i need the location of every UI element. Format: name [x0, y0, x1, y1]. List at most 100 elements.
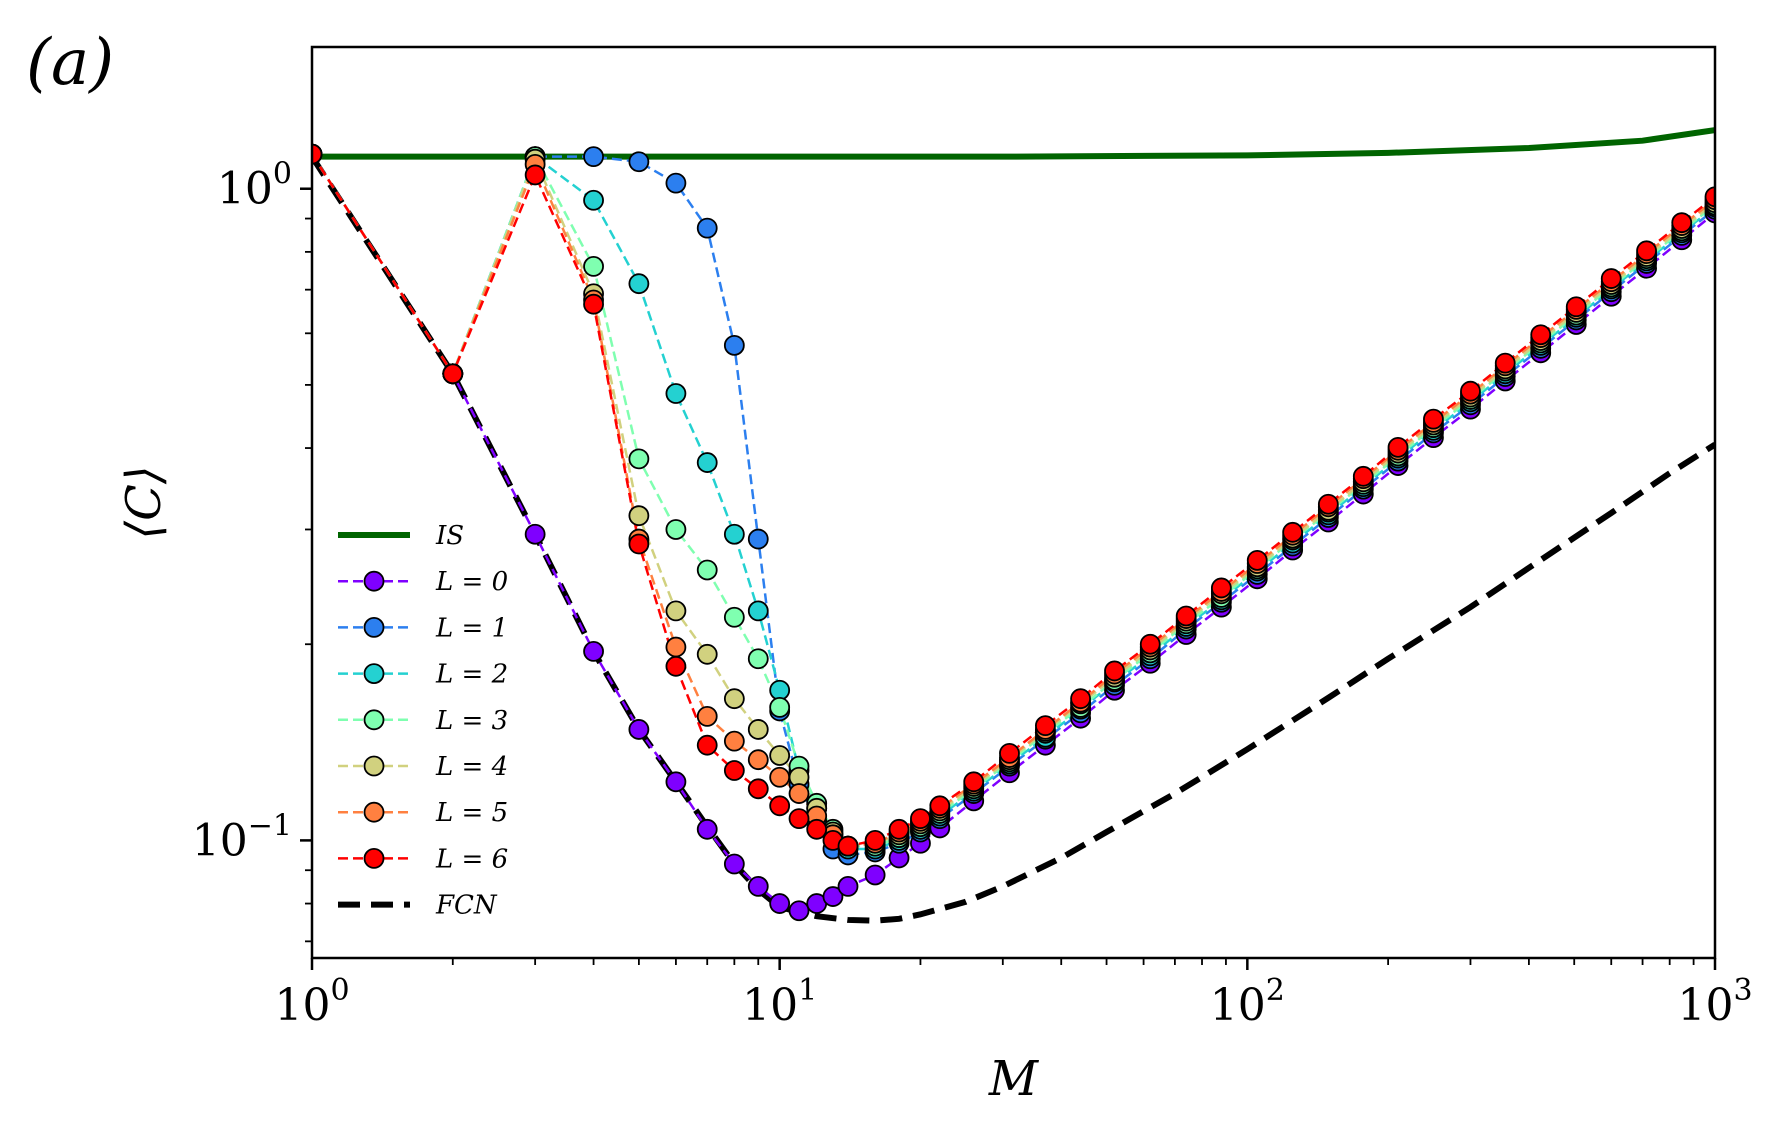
data-point	[769, 766, 791, 788]
data-point	[929, 795, 951, 817]
legend-marker	[363, 709, 385, 731]
series-line-l0	[312, 153, 1715, 913]
y-axis-label: ⟨C⟩	[116, 465, 172, 539]
data-point	[1139, 633, 1161, 655]
series-line-l2	[312, 153, 1715, 851]
data-point	[723, 334, 745, 356]
data-point	[696, 818, 718, 840]
legend-entry: L = 6	[338, 844, 508, 874]
y-tick-label: 100	[217, 157, 292, 215]
data-point	[442, 363, 464, 385]
data-point	[837, 835, 859, 857]
data-point	[864, 864, 886, 886]
data-point	[806, 818, 828, 840]
x-tick-label: 100	[274, 973, 349, 1031]
data-point	[864, 830, 886, 851]
data-point	[312, 143, 323, 165]
data-point	[769, 679, 791, 701]
series-line-l4	[312, 153, 1715, 848]
data-point	[583, 255, 604, 277]
x-tick-exp: 0	[330, 973, 349, 1008]
legend-marker	[363, 663, 385, 684]
legend-label: L = 1	[435, 613, 508, 643]
data-point	[696, 705, 718, 727]
series-line-l1	[312, 153, 1715, 857]
data-point	[628, 448, 650, 470]
data-point	[628, 719, 650, 740]
x-tick-base: 10	[274, 980, 330, 1031]
data-point	[583, 146, 604, 168]
legend-entry: L = 3	[338, 706, 508, 736]
legend-marker	[363, 755, 385, 777]
data-point	[723, 523, 745, 545]
plot-area	[312, 127, 1715, 924]
data-point	[1704, 186, 1715, 208]
data-point	[963, 771, 985, 793]
data-point	[665, 600, 687, 622]
x-tick-label: 101	[742, 973, 817, 1031]
series-line-l3	[312, 153, 1715, 848]
data-point	[583, 640, 604, 662]
data-point	[837, 875, 859, 897]
legend-marker	[363, 801, 385, 823]
data-point	[583, 189, 604, 211]
data-point	[769, 893, 791, 914]
data-point	[723, 853, 745, 875]
x-tick-exp: 1	[798, 973, 817, 1008]
data-point	[1104, 660, 1125, 682]
x-tick-exp: 3	[1733, 973, 1752, 1008]
data-point	[747, 719, 769, 740]
data-point	[723, 760, 745, 781]
data-point	[696, 217, 718, 239]
legend: IS L = 0 L = 1 L = 2 L = 3 L = 4 L = 5 L = 6 FCN	[338, 521, 508, 921]
series-markers-l6	[312, 143, 1715, 857]
data-point	[665, 771, 687, 793]
data-point	[723, 688, 745, 710]
data-point	[747, 600, 769, 622]
data-point	[1352, 465, 1374, 487]
data-point	[1034, 715, 1056, 737]
legend-label: L = 4	[435, 752, 508, 782]
data-point	[747, 648, 769, 670]
series-line-fcn	[312, 155, 1715, 924]
legend-label: L = 3	[435, 706, 508, 736]
x-tick-base: 10	[1210, 980, 1266, 1031]
data-point	[665, 636, 687, 658]
data-point	[1600, 268, 1622, 289]
data-point	[1530, 324, 1552, 346]
data-point	[1423, 408, 1444, 430]
x-tick-base: 10	[742, 980, 798, 1031]
data-point	[524, 523, 546, 545]
x-tick-exp: 2	[1266, 973, 1285, 1008]
data-point	[1317, 493, 1339, 515]
data-point	[696, 452, 718, 473]
legend-marker	[363, 617, 385, 638]
series-layer	[312, 127, 1715, 924]
data-point	[696, 643, 718, 665]
data-point	[665, 655, 687, 677]
x-tick-label: 103	[1677, 973, 1752, 1031]
data-point	[1565, 296, 1587, 318]
data-point	[822, 886, 844, 907]
y-tick-label: 10−1	[192, 808, 292, 866]
y-tick-base: 10	[192, 815, 248, 866]
data-point	[1210, 577, 1232, 599]
data-point	[910, 808, 931, 830]
data-point	[696, 734, 718, 756]
data-point	[628, 273, 650, 295]
data-point	[723, 606, 745, 628]
series-line-is	[312, 127, 1715, 160]
data-point	[747, 875, 769, 897]
data-point	[628, 505, 650, 527]
x-tick-base: 10	[1677, 980, 1733, 1031]
series-markers-l0	[312, 143, 1715, 922]
data-point	[1070, 688, 1091, 710]
data-point	[769, 745, 791, 766]
legend-entry: L = 5	[338, 798, 508, 828]
data-point	[747, 528, 769, 550]
data-point	[888, 818, 910, 840]
data-point	[747, 749, 769, 771]
data-point	[788, 783, 810, 804]
